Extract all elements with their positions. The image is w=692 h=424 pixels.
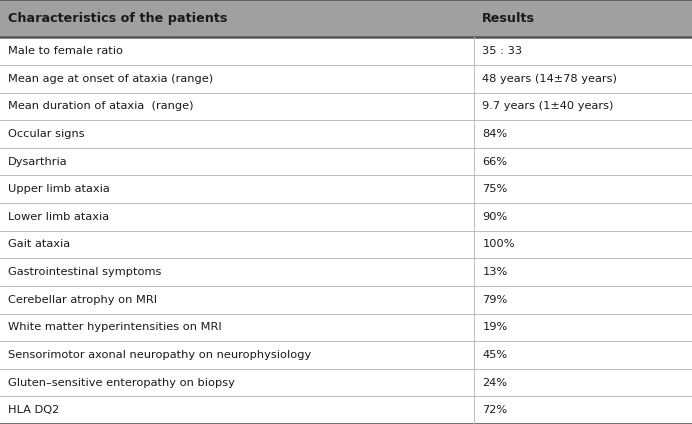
Bar (0, 313, 692, 341)
Text: Gastrointestinal symptoms: Gastrointestinal symptoms (8, 267, 162, 277)
Text: 66%: 66% (482, 156, 507, 167)
Bar (0, 148, 692, 176)
Text: Occular signs: Occular signs (8, 129, 85, 139)
Text: 24%: 24% (482, 377, 507, 388)
Text: 35 : 33: 35 : 33 (482, 46, 522, 56)
Bar (0, 203, 692, 231)
Text: 90%: 90% (482, 212, 507, 222)
Bar (0, 0, 692, 37)
Text: Sensorimotor axonal neuropathy on neurophysiology: Sensorimotor axonal neuropathy on neurop… (8, 350, 311, 360)
Text: 72%: 72% (482, 405, 507, 415)
Text: 75%: 75% (482, 184, 507, 194)
Text: White matter hyperintensities on MRI: White matter hyperintensities on MRI (8, 322, 222, 332)
Bar (0, 37, 692, 65)
Text: 45%: 45% (482, 350, 507, 360)
Text: Dysarthria: Dysarthria (8, 156, 68, 167)
Text: 13%: 13% (482, 267, 507, 277)
Text: 100%: 100% (482, 240, 515, 249)
Bar (0, 286, 692, 313)
Text: Lower limb ataxia: Lower limb ataxia (8, 212, 109, 222)
Text: 9.7 years (1±40 years): 9.7 years (1±40 years) (482, 101, 614, 112)
Text: Cerebellar atrophy on MRI: Cerebellar atrophy on MRI (8, 295, 157, 305)
Bar (0, 396, 692, 424)
Bar (0, 92, 692, 120)
Text: Characteristics of the patients: Characteristics of the patients (8, 12, 228, 25)
Text: 48 years (14±78 years): 48 years (14±78 years) (482, 74, 617, 84)
Text: Mean age at onset of ataxia (range): Mean age at onset of ataxia (range) (8, 74, 213, 84)
Text: 84%: 84% (482, 129, 507, 139)
Bar (0, 65, 692, 92)
Bar (0, 258, 692, 286)
Text: Gluten–sensitive enteropathy on biopsy: Gluten–sensitive enteropathy on biopsy (8, 377, 235, 388)
Bar (0, 120, 692, 148)
Bar (0, 231, 692, 258)
Text: Gait ataxia: Gait ataxia (8, 240, 71, 249)
Text: 79%: 79% (482, 295, 507, 305)
Text: Male to female ratio: Male to female ratio (8, 46, 123, 56)
Text: Mean duration of ataxia  (range): Mean duration of ataxia (range) (8, 101, 194, 112)
Text: 19%: 19% (482, 322, 507, 332)
Text: HLA DQ2: HLA DQ2 (8, 405, 60, 415)
Text: Upper limb ataxia: Upper limb ataxia (8, 184, 110, 194)
Bar (0, 369, 692, 396)
Bar (0, 176, 692, 203)
Bar (0, 341, 692, 369)
Text: Results: Results (482, 12, 536, 25)
